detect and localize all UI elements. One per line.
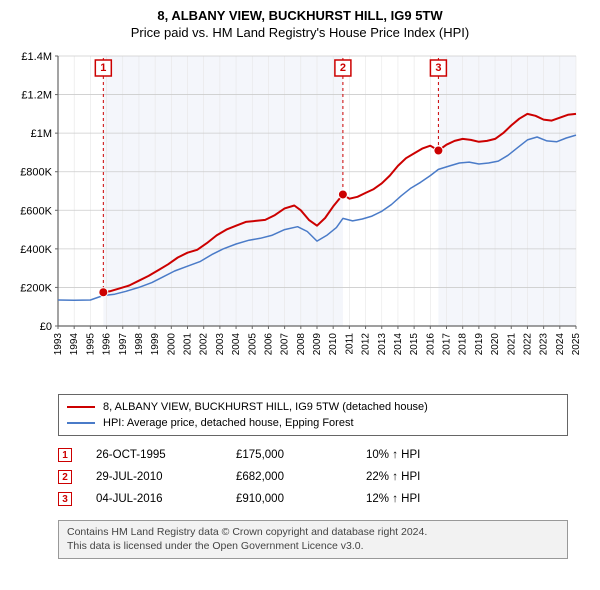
svg-text:2008: 2008	[296, 333, 307, 356]
svg-text:2002: 2002	[199, 333, 210, 356]
svg-text:2000: 2000	[166, 333, 177, 356]
svg-text:2003: 2003	[215, 333, 226, 356]
sale-row: 304-JUL-2016£910,00012% ↑ HPI	[58, 488, 568, 510]
sale-delta: 12% ↑ HPI	[366, 493, 486, 505]
legend-label: HPI: Average price, detached house, Eppi…	[103, 417, 354, 429]
svg-text:1997: 1997	[118, 333, 129, 356]
legend: 8, ALBANY VIEW, BUCKHURST HILL, IG9 5TW …	[58, 394, 568, 436]
svg-text:2016: 2016	[425, 333, 436, 356]
sale-marker-icon: 2	[58, 470, 72, 484]
svg-text:2023: 2023	[539, 333, 550, 356]
svg-text:2010: 2010	[328, 333, 339, 356]
sale-row: 229-JUL-2010£682,00022% ↑ HPI	[58, 466, 568, 488]
svg-text:2017: 2017	[442, 333, 453, 356]
svg-text:£0: £0	[40, 321, 52, 333]
svg-text:2024: 2024	[555, 333, 566, 356]
svg-text:£1.4M: £1.4M	[21, 51, 52, 63]
svg-text:2018: 2018	[458, 333, 469, 356]
legend-label: 8, ALBANY VIEW, BUCKHURST HILL, IG9 5TW …	[103, 401, 428, 413]
legend-item: HPI: Average price, detached house, Eppi…	[67, 415, 559, 431]
svg-text:2009: 2009	[312, 333, 323, 356]
svg-text:2019: 2019	[474, 333, 485, 356]
sales-table: 126-OCT-1995£175,00010% ↑ HPI229-JUL-201…	[58, 444, 568, 510]
chart-plot-area: £0 £200K £400K £600K £800K £1M £1.2M £1.4M 1993 1…	[10, 48, 590, 388]
svg-text:£400K: £400K	[20, 244, 52, 256]
svg-text:2: 2	[340, 62, 346, 74]
svg-text:1995: 1995	[85, 333, 96, 356]
footnote-line: This data is licensed under the Open Gov…	[67, 540, 559, 554]
svg-text:2020: 2020	[490, 333, 501, 356]
sale-marker-icon: 1	[58, 448, 72, 462]
svg-text:1993: 1993	[53, 333, 64, 356]
svg-text:£800K: £800K	[20, 167, 52, 179]
svg-text:2013: 2013	[377, 333, 388, 356]
attribution-footnote: Contains HM Land Registry data © Crown c…	[58, 520, 568, 559]
svg-text:2001: 2001	[183, 333, 194, 356]
svg-text:£1.2M: £1.2M	[21, 90, 52, 102]
chart-subtitle: Price paid vs. HM Land Registry's House …	[10, 25, 590, 40]
svg-text:£200K: £200K	[20, 282, 52, 294]
sale-delta: 10% ↑ HPI	[366, 449, 486, 461]
svg-text:2014: 2014	[393, 333, 404, 356]
svg-text:£1M: £1M	[31, 128, 52, 140]
svg-text:1994: 1994	[69, 333, 80, 356]
svg-text:2021: 2021	[506, 333, 517, 356]
svg-text:2012: 2012	[361, 333, 372, 356]
legend-swatch	[67, 406, 95, 408]
svg-text:2006: 2006	[263, 333, 274, 356]
line-chart-svg: £0 £200K £400K £600K £800K £1M £1.2M £1.4M 1993 1…	[10, 48, 590, 388]
sale-price: 04-JUL-2016	[96, 493, 236, 505]
svg-text:£600K: £600K	[20, 205, 52, 217]
sale-row: 126-OCT-1995£175,00010% ↑ HPI	[58, 444, 568, 466]
svg-text:1: 1	[100, 62, 106, 74]
svg-text:1998: 1998	[134, 333, 145, 356]
sale-price: 29-JUL-2010	[96, 471, 236, 483]
sale-marker-icon: 3	[58, 492, 72, 506]
legend-item: 8, ALBANY VIEW, BUCKHURST HILL, IG9 5TW …	[67, 399, 559, 415]
chart-container: 8, ALBANY VIEW, BUCKHURST HILL, IG9 5TW …	[0, 0, 600, 569]
svg-text:1999: 1999	[150, 333, 161, 356]
chart-title: 8, ALBANY VIEW, BUCKHURST HILL, IG9 5TW	[10, 8, 590, 23]
svg-text:2007: 2007	[280, 333, 291, 356]
svg-text:3: 3	[435, 62, 441, 74]
sale-price: 26-OCT-1995	[96, 449, 236, 461]
title-block: 8, ALBANY VIEW, BUCKHURST HILL, IG9 5TW …	[10, 8, 590, 40]
svg-text:2005: 2005	[247, 333, 258, 356]
svg-text:2022: 2022	[522, 333, 533, 356]
legend-swatch	[67, 422, 95, 424]
svg-text:1996: 1996	[102, 333, 113, 356]
svg-text:2011: 2011	[344, 333, 355, 355]
svg-text:2004: 2004	[231, 333, 242, 356]
footnote-line: Contains HM Land Registry data © Crown c…	[67, 526, 559, 540]
sale-delta: 22% ↑ HPI	[366, 471, 486, 483]
svg-text:2015: 2015	[409, 333, 420, 356]
svg-text:2025: 2025	[571, 333, 582, 356]
